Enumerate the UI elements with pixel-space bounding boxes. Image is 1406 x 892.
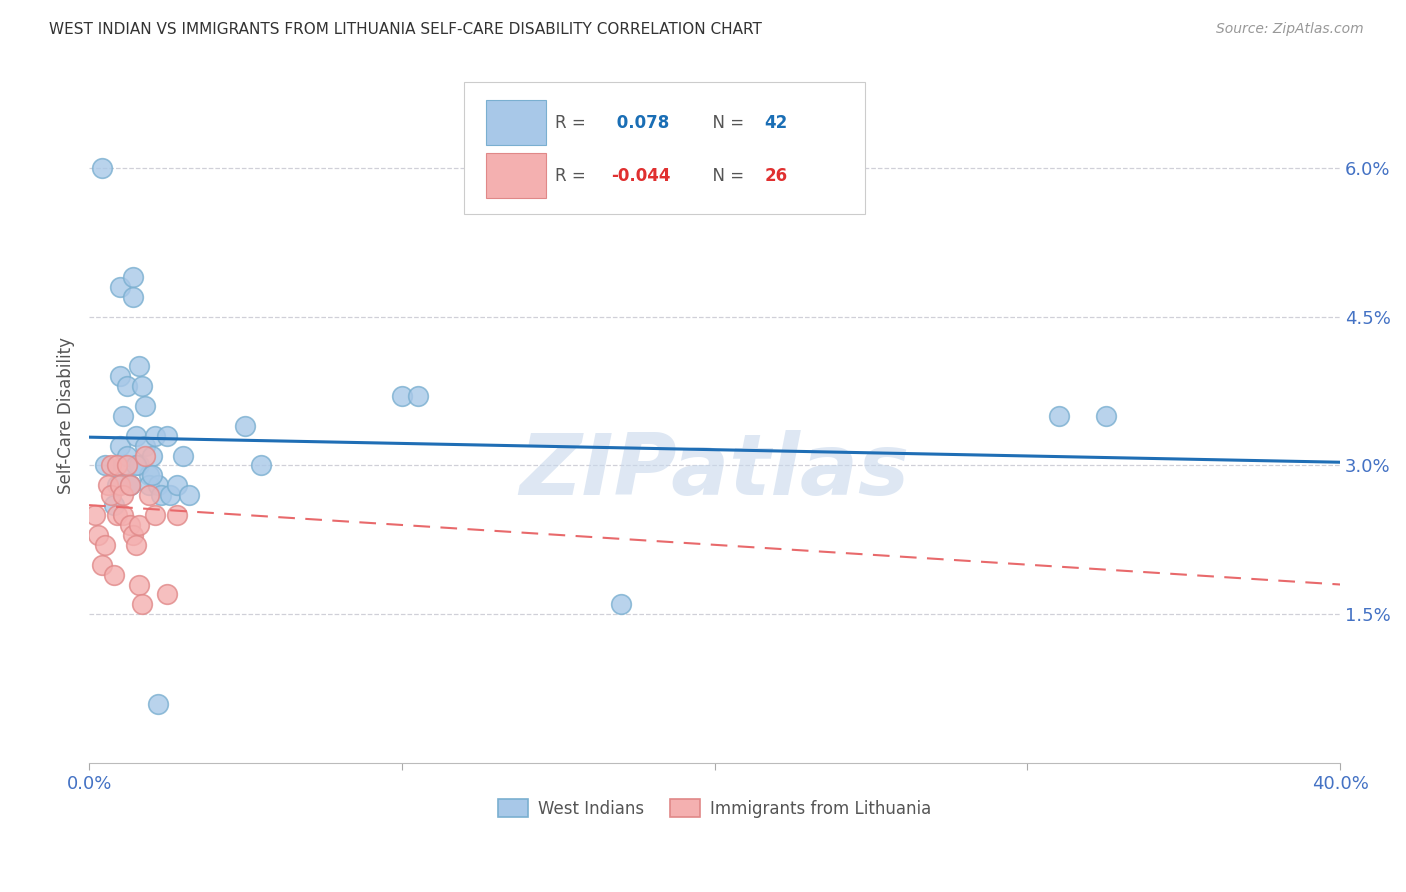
Text: ZIPatlas: ZIPatlas: [520, 430, 910, 513]
Point: [110, 478, 132, 492]
Point: [143, 428, 166, 442]
Point: [121, 528, 143, 542]
Point: [179, 488, 201, 502]
Point: [128, 458, 150, 473]
Point: [166, 478, 188, 492]
Point: [103, 567, 125, 582]
Point: [112, 488, 135, 502]
Point: [172, 449, 194, 463]
Point: [134, 399, 156, 413]
Point: [115, 449, 138, 463]
Y-axis label: Self-Care Disability: Self-Care Disability: [58, 337, 75, 494]
Point: [93, 458, 115, 473]
Point: [112, 458, 135, 473]
Point: [97, 478, 120, 492]
Point: [138, 488, 160, 502]
Point: [128, 359, 150, 374]
Point: [610, 598, 633, 612]
Point: [125, 428, 148, 442]
FancyBboxPatch shape: [485, 100, 546, 145]
Point: [105, 458, 128, 473]
Point: [110, 369, 132, 384]
Point: [125, 538, 148, 552]
Point: [141, 449, 163, 463]
Point: [131, 598, 153, 612]
Point: [112, 508, 135, 522]
Point: [121, 290, 143, 304]
Point: [125, 458, 148, 473]
Point: [141, 468, 163, 483]
Legend: West Indians, Immigrants from Lithuania: West Indians, Immigrants from Lithuania: [492, 793, 938, 824]
Text: R =: R =: [554, 113, 591, 132]
Point: [110, 280, 132, 294]
Text: 26: 26: [765, 167, 787, 186]
Point: [100, 488, 122, 502]
Point: [118, 518, 141, 533]
Point: [146, 478, 169, 492]
Point: [150, 488, 173, 502]
Text: N =: N =: [702, 167, 749, 186]
Point: [121, 269, 143, 284]
Point: [146, 697, 169, 711]
Point: [166, 508, 188, 522]
Text: -0.044: -0.044: [610, 167, 671, 186]
Point: [118, 478, 141, 492]
Point: [391, 389, 413, 403]
Point: [105, 478, 128, 492]
Text: R =: R =: [554, 167, 591, 186]
Point: [128, 518, 150, 533]
Text: N =: N =: [702, 113, 749, 132]
Point: [156, 428, 179, 442]
Point: [159, 488, 181, 502]
Point: [90, 161, 112, 175]
Text: 42: 42: [765, 113, 787, 132]
Point: [1047, 409, 1070, 423]
Point: [84, 508, 107, 522]
Point: [235, 418, 257, 433]
Point: [138, 468, 160, 483]
Point: [134, 449, 156, 463]
Point: [100, 458, 122, 473]
Point: [115, 379, 138, 393]
Point: [250, 458, 273, 473]
Point: [118, 478, 141, 492]
Point: [112, 409, 135, 423]
Point: [138, 478, 160, 492]
Point: [90, 558, 112, 572]
Point: [156, 587, 179, 601]
FancyBboxPatch shape: [464, 82, 865, 214]
Point: [110, 439, 132, 453]
Point: [103, 498, 125, 512]
Text: 0.078: 0.078: [610, 113, 669, 132]
Text: Source: ZipAtlas.com: Source: ZipAtlas.com: [1216, 22, 1364, 37]
Point: [131, 379, 153, 393]
Point: [134, 439, 156, 453]
Point: [406, 389, 429, 403]
Point: [105, 508, 128, 522]
Point: [118, 478, 141, 492]
Point: [1094, 409, 1116, 423]
Point: [87, 528, 110, 542]
Point: [128, 577, 150, 591]
Point: [93, 538, 115, 552]
FancyBboxPatch shape: [485, 153, 546, 198]
Point: [143, 508, 166, 522]
Text: WEST INDIAN VS IMMIGRANTS FROM LITHUANIA SELF-CARE DISABILITY CORRELATION CHART: WEST INDIAN VS IMMIGRANTS FROM LITHUANIA…: [49, 22, 762, 37]
Point: [115, 458, 138, 473]
